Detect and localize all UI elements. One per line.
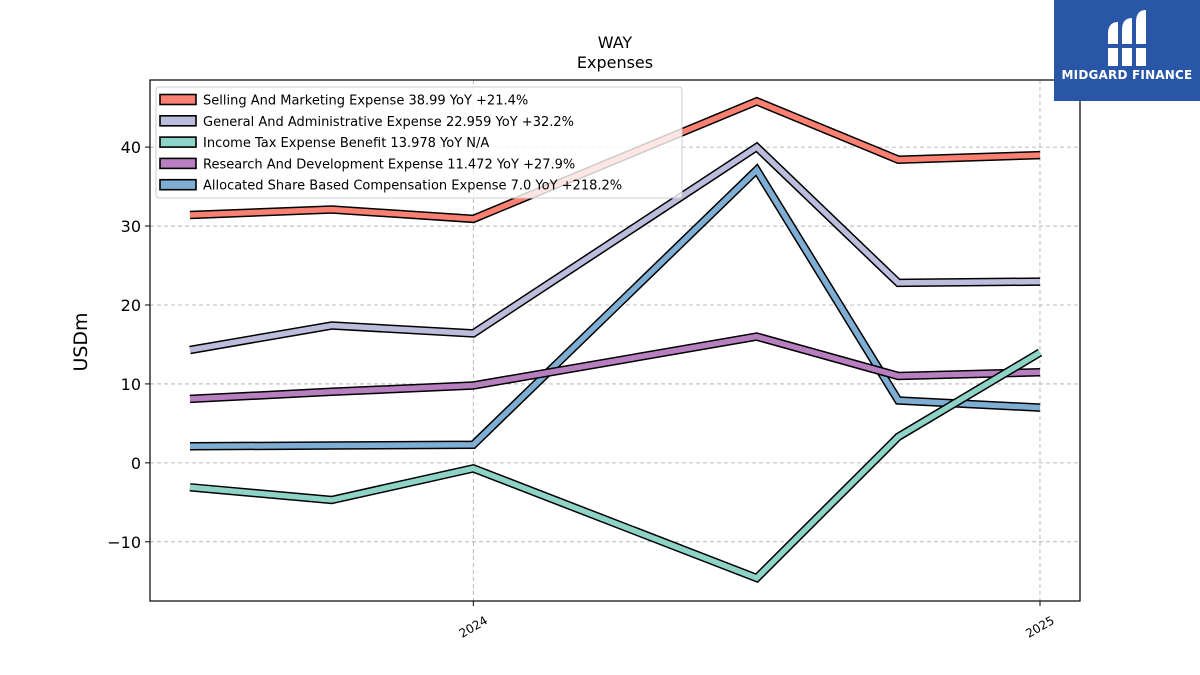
y-tick-label: 20 <box>121 296 141 315</box>
y-axis-label: USDm <box>70 312 92 371</box>
legend-swatch <box>159 178 197 191</box>
logo-text: MIDGARD FINANCE <box>1061 68 1193 82</box>
series-stroke <box>189 165 1041 450</box>
legend-swatch <box>159 136 197 148</box>
series-line <box>189 348 1043 584</box>
legend-swatch <box>159 115 197 127</box>
legend-swatch <box>159 157 197 170</box>
x-axis-ticks: 2024 2025 <box>457 601 1057 641</box>
y-tick-label: 40 <box>121 138 141 157</box>
series-line <box>189 332 1041 404</box>
y-tick-label: 30 <box>121 217 141 236</box>
series-stroke <box>189 350 1042 582</box>
series-stroke <box>189 333 1041 402</box>
chart-subtitle: Expenses <box>577 53 653 72</box>
midgard-logo-icon <box>1104 10 1150 66</box>
midgard-finance-logo: MIDGARD FINANCE <box>1054 0 1200 101</box>
y-tick-label: 10 <box>121 375 141 394</box>
series-outline <box>189 348 1043 584</box>
series-stroke <box>189 143 1041 353</box>
legend-swatch <box>159 93 197 106</box>
y-axis-ticks: −10 0 10 20 30 40 <box>107 138 150 552</box>
legend: Selling And Marketing Expense 38.99 YoY … <box>155 86 683 199</box>
y-tick-label: 0 <box>131 454 141 473</box>
plot-frame <box>149 79 1081 602</box>
legend-entry: General And Administrative Expense 22.95… <box>203 115 574 130</box>
series-line <box>189 163 1041 451</box>
series-outline <box>189 332 1041 404</box>
series-line <box>189 141 1041 355</box>
y-tick-label: −10 <box>107 533 141 552</box>
legend-entry: Selling And Marketing Expense 38.99 YoY … <box>203 94 528 109</box>
x-tick-label: 2024 <box>457 613 490 640</box>
legend-entry: Allocated Share Based Compensation Expen… <box>203 179 622 194</box>
chart-title: WAY <box>598 33 633 52</box>
legend-entry: Research And Development Expense 11.472 … <box>203 157 575 172</box>
x-tick-label: 2025 <box>1023 613 1056 640</box>
legend-entry: Income Tax Expense Benefit 13.978 YoY N/… <box>203 136 489 151</box>
legend-box <box>155 86 683 199</box>
series-lines <box>189 96 1043 584</box>
